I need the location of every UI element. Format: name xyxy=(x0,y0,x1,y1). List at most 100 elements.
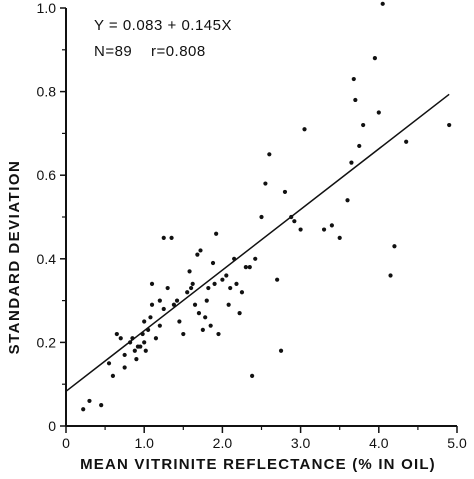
data-point xyxy=(329,223,334,228)
data-point xyxy=(226,302,231,307)
data-point xyxy=(208,323,213,328)
data-point xyxy=(177,319,182,324)
data-point xyxy=(161,306,166,312)
data-point xyxy=(404,139,409,144)
data-point xyxy=(171,302,177,307)
data-point xyxy=(380,1,385,6)
data-point xyxy=(138,344,143,349)
data-point xyxy=(447,122,452,128)
x-tick-label: 4.0 xyxy=(369,435,389,451)
data-point xyxy=(292,219,297,224)
data-point xyxy=(140,331,145,337)
regression-line xyxy=(65,93,450,392)
data-point xyxy=(134,357,139,362)
data-point xyxy=(99,403,104,408)
data-point xyxy=(392,244,397,249)
x-tick-label: 5.0 xyxy=(447,435,467,451)
data-point xyxy=(114,331,119,337)
data-point xyxy=(153,336,159,341)
data-point xyxy=(165,285,170,291)
data-point xyxy=(149,281,155,286)
data-point xyxy=(210,260,216,266)
data-point xyxy=(130,336,135,341)
data-point xyxy=(357,143,362,149)
data-point xyxy=(259,214,264,220)
y-tick-label: 0.4 xyxy=(37,251,57,267)
data-point xyxy=(195,252,200,257)
y-tick-label: 0.2 xyxy=(37,334,57,350)
data-point xyxy=(243,265,248,270)
data-point xyxy=(106,361,112,366)
data-point xyxy=(278,348,284,353)
data-point xyxy=(228,285,233,291)
data-point xyxy=(122,352,127,358)
data-point xyxy=(349,160,354,165)
regression-line-group xyxy=(65,93,450,392)
x-axis-label: MEAN VITRINITE REFLECTANCE (% IN OIL) xyxy=(80,456,436,473)
data-point xyxy=(337,235,342,240)
data-point xyxy=(128,340,133,345)
y-tick-label: 1.0 xyxy=(37,0,57,16)
x-tick-label: 1.0 xyxy=(134,435,154,451)
data-point xyxy=(351,76,356,82)
data-point xyxy=(157,323,162,328)
data-point xyxy=(118,336,123,341)
data-point xyxy=(353,97,358,103)
data-point xyxy=(174,298,180,303)
data-point xyxy=(148,315,153,320)
data-point xyxy=(372,56,377,61)
data-point xyxy=(247,265,252,270)
data-point xyxy=(189,285,194,291)
data-point xyxy=(376,110,381,115)
y-axis-label: STANDARD DEVIATION xyxy=(6,160,23,355)
data-points xyxy=(81,1,452,412)
data-point xyxy=(149,302,155,307)
tick-marks xyxy=(60,7,458,433)
tick-labels: 0 1.0 2.0 3.0 4.0 5.0 0 0.2 0.4 0.6 0.8 1.0 xyxy=(37,0,467,451)
data-point xyxy=(232,256,237,261)
data-point xyxy=(237,311,242,316)
data-point xyxy=(321,227,327,232)
data-point xyxy=(216,331,221,337)
data-point xyxy=(142,319,147,324)
y-tick-label: 0 xyxy=(48,418,56,434)
data-point xyxy=(388,273,393,278)
data-point xyxy=(203,315,208,320)
data-point xyxy=(361,122,366,128)
data-point xyxy=(146,327,151,332)
data-point xyxy=(250,373,255,378)
data-point xyxy=(267,152,272,157)
data-point xyxy=(157,298,162,303)
data-point xyxy=(122,365,127,370)
data-point xyxy=(239,290,245,295)
data-point xyxy=(185,290,190,295)
annotation-equation: Y = 0.083 + 0.145X xyxy=(94,17,232,34)
data-point xyxy=(220,277,225,282)
data-point xyxy=(110,373,116,378)
data-point xyxy=(234,281,239,286)
x-tick-label: 3.0 xyxy=(291,435,311,451)
data-point xyxy=(187,269,192,274)
x-tick-label: 2.0 xyxy=(213,435,233,451)
data-point xyxy=(302,127,307,132)
data-point xyxy=(142,340,147,345)
data-point xyxy=(345,198,350,203)
data-point xyxy=(224,273,229,278)
data-point xyxy=(161,235,166,240)
x-tick-label: 0 xyxy=(62,435,70,451)
data-point xyxy=(282,189,288,195)
y-tick-label: 0.8 xyxy=(37,84,57,100)
data-point xyxy=(214,231,219,236)
data-point xyxy=(289,214,294,220)
data-point xyxy=(196,311,202,316)
data-point xyxy=(198,248,203,253)
annotation-stats: N=89 r=0.808 xyxy=(94,43,206,60)
data-point xyxy=(253,256,258,261)
data-point xyxy=(132,348,137,353)
data-point xyxy=(190,281,195,286)
data-point xyxy=(81,407,86,412)
data-point xyxy=(181,331,186,337)
data-point xyxy=(212,281,217,286)
